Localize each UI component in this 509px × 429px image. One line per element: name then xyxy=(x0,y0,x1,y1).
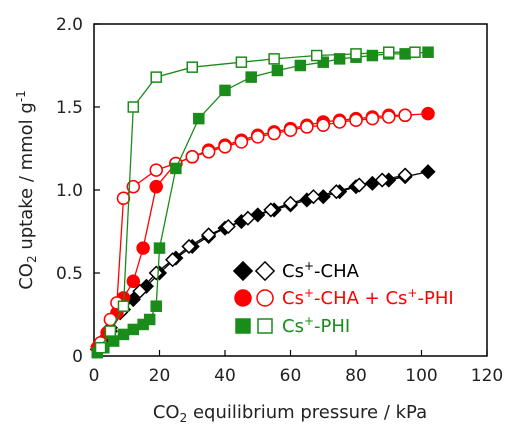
data-point-open xyxy=(382,110,396,124)
data-point-open xyxy=(397,167,413,183)
data-point-filled xyxy=(150,300,162,312)
y-tick-label: 1.0 xyxy=(56,181,83,201)
y-tick-label: 1.5 xyxy=(56,98,83,118)
data-point-open xyxy=(235,56,248,68)
data-point-open xyxy=(310,49,323,62)
data-point-filled xyxy=(422,46,434,58)
x-axis-title: CO2 equilibrium pressure / kPa xyxy=(153,402,427,425)
data-point-open xyxy=(127,101,140,113)
y-axis-title: CO2 uptake / mmol g-1 xyxy=(14,90,39,290)
data-point-open xyxy=(185,150,199,164)
data-point-filled xyxy=(117,328,130,341)
data-point-open xyxy=(201,145,216,159)
x-tick-label: 60 xyxy=(280,366,302,386)
data-point-filled xyxy=(170,162,182,175)
data-point-open xyxy=(328,184,344,200)
data-point-open xyxy=(305,189,321,205)
data-point-open xyxy=(186,61,198,73)
data-point-filled xyxy=(143,313,156,326)
axis-ticks: 0 20 40 60 80 100 120 0 0.5 1.0 1.5 2.0 xyxy=(56,15,503,386)
data-point-open xyxy=(268,53,280,65)
x-tick-label: 20 xyxy=(149,366,171,386)
x-tick-label: 0 xyxy=(89,366,100,386)
series-layer xyxy=(89,46,436,359)
data-point-filled xyxy=(136,241,150,255)
legend-marker-filled xyxy=(232,260,254,282)
data-point-filled xyxy=(193,112,205,125)
data-point-open xyxy=(282,195,299,211)
data-point-filled xyxy=(366,49,379,62)
data-point-open xyxy=(126,179,141,194)
data-point-open xyxy=(349,113,363,128)
data-point-open xyxy=(234,135,249,149)
data-point-open xyxy=(350,48,362,60)
series-2 xyxy=(91,46,434,359)
x-tick-label: 100 xyxy=(405,366,437,386)
data-point-open xyxy=(132,283,148,299)
data-point-filled xyxy=(421,106,435,121)
data-point-open xyxy=(351,177,367,193)
y-tick-label: 0 xyxy=(72,347,83,367)
data-point-filled xyxy=(294,59,307,72)
data-point-open xyxy=(94,341,107,354)
y-tick-label: 2.0 xyxy=(56,15,83,35)
x-tick-label: 40 xyxy=(214,366,236,386)
data-point-filled xyxy=(127,323,140,336)
data-point-open xyxy=(332,115,347,129)
data-point-open xyxy=(149,163,163,177)
series-1 xyxy=(90,106,435,355)
data-point-filled xyxy=(149,179,163,194)
data-point-open xyxy=(116,191,131,206)
legend-label: Cs+-CHA xyxy=(282,259,360,282)
data-point-open xyxy=(263,202,279,218)
legend-marker-filled xyxy=(234,289,252,307)
data-point-open xyxy=(316,118,330,133)
data-point-filled xyxy=(245,71,257,83)
data-point-filled xyxy=(126,274,141,289)
data-point-open xyxy=(240,210,256,226)
legend-marker-open xyxy=(257,318,273,334)
legend-label: Cs+-PHI xyxy=(282,314,350,337)
legend-marker-open xyxy=(256,289,274,307)
legend: Cs+-CHA Cs+-CHA + Cs+-PHI Cs+-PHI xyxy=(232,259,454,337)
data-point-filled xyxy=(420,164,436,180)
data-point-filled xyxy=(333,53,346,65)
data-point-open xyxy=(220,218,236,235)
x-tick-label: 120 xyxy=(471,366,503,386)
y-tick-label: 0.5 xyxy=(56,264,83,284)
data-point-open xyxy=(300,120,314,134)
data-point-filled xyxy=(153,242,166,254)
data-point-open xyxy=(409,46,421,58)
data-point-filled xyxy=(219,84,231,97)
data-point-filled xyxy=(107,335,120,347)
legend-marker-open xyxy=(254,260,276,282)
data-point-open xyxy=(283,123,298,137)
data-point-filled xyxy=(271,64,284,77)
data-point-filled xyxy=(317,56,329,68)
data-point-open xyxy=(218,140,232,154)
data-point-open xyxy=(267,126,281,141)
data-point-open xyxy=(365,111,380,126)
data-point-filled xyxy=(315,189,331,205)
data-point-open xyxy=(117,300,130,312)
data-point-open xyxy=(251,130,265,144)
data-point-open xyxy=(104,325,117,337)
data-point-filled xyxy=(399,48,411,60)
data-point-open xyxy=(398,108,412,123)
data-point-open xyxy=(374,172,390,188)
data-point-open xyxy=(181,238,197,255)
x-tick-label: 80 xyxy=(345,366,367,386)
series-line-filled xyxy=(96,112,429,349)
legend-marker-filled xyxy=(235,318,251,334)
data-point-open xyxy=(150,71,162,83)
data-point-open xyxy=(201,227,217,243)
data-point-open xyxy=(165,252,181,268)
data-point-open xyxy=(148,265,164,281)
data-point-open xyxy=(383,46,395,58)
legend-label: Cs+-CHA + Cs+-PHI xyxy=(282,286,454,309)
